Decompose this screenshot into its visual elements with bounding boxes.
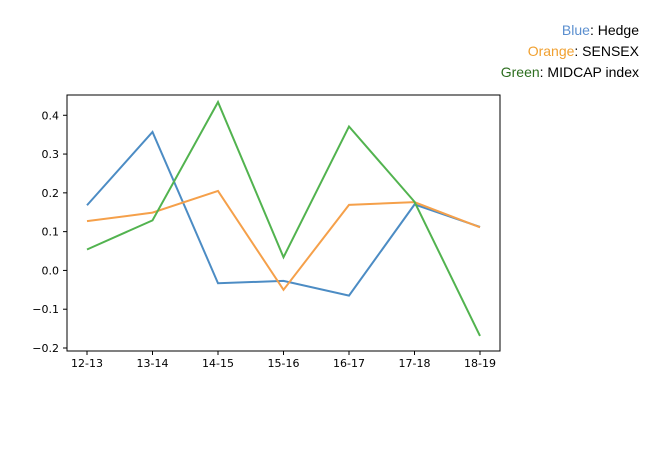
y-tick-label: 0.3 (42, 148, 60, 161)
legend: Blue: Hedge Orange: SENSEX Green: MIDCAP… (501, 20, 639, 83)
plot-frame (66, 94, 501, 352)
y-tick-label: −0.1 (32, 303, 59, 316)
series-line-sensex (86, 189, 481, 292)
x-tick-label: 12-13 (71, 357, 103, 370)
legend-label: : MIDCAP index (539, 64, 639, 80)
legend-label: : SENSEX (574, 43, 639, 59)
x-tick-label: 15-16 (268, 357, 300, 370)
y-tick-label: 0.4 (42, 109, 60, 122)
x-tick-label: 14-15 (202, 357, 234, 370)
legend-color-word: Orange (527, 43, 575, 59)
x-tick-label: 17-18 (399, 357, 431, 370)
legend-item-midcap: Green: MIDCAP index (501, 62, 639, 83)
y-tick-label: 0.0 (42, 264, 60, 277)
series-line-hedge (86, 130, 481, 297)
x-tick-label: 18-19 (464, 357, 496, 370)
legend-color-word: Blue (561, 22, 590, 38)
y-tick-label: −0.2 (32, 342, 59, 355)
legend-item-sensex: Orange: SENSEX (501, 41, 639, 62)
series-layer (86, 99, 481, 337)
x-tick-label: 16-17 (333, 357, 365, 370)
legend-color-word: Green (500, 64, 540, 80)
x-tick-label: 13-14 (137, 357, 169, 370)
y-tick-label: 0.2 (42, 187, 60, 200)
axes: 0.4 0.3 0.2 0.1 0.0 −0.1 −0.2 12-13 13-14 14-15 15… (32, 94, 501, 370)
series-line-midcap-index (86, 99, 481, 337)
legend-item-hedge: Blue: Hedge (501, 20, 639, 41)
legend-label: : Hedge (589, 22, 639, 38)
y-tick-label: 0.1 (42, 226, 60, 239)
